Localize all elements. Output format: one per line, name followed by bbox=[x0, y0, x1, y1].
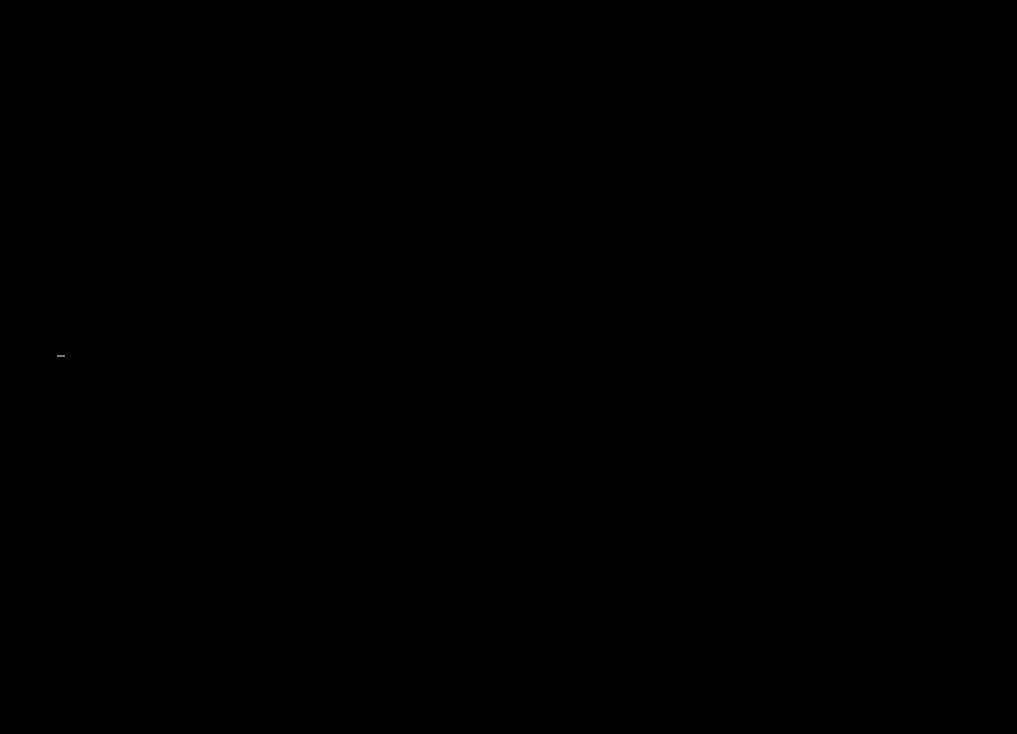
tradesignal-watermark bbox=[57, 355, 65, 357]
